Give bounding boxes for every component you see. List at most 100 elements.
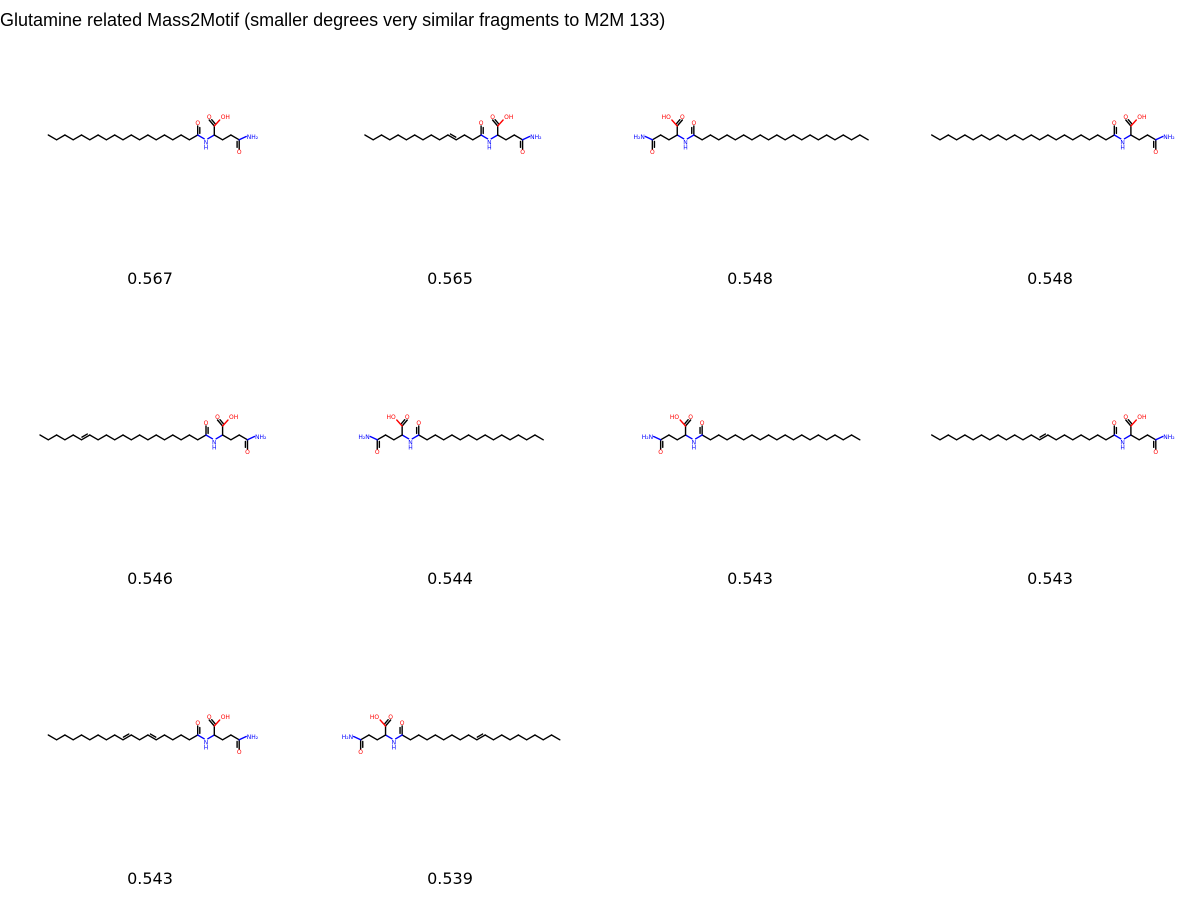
chain-bond: [430, 134, 441, 141]
side-chain-bond: [213, 134, 224, 141]
chain-bond: [114, 734, 124, 741]
amide-cn-bond: [205, 434, 214, 440]
chain-bond: [97, 734, 108, 741]
chain-bond: [1063, 134, 1074, 141]
oxygen-label: O: [520, 149, 525, 156]
chain-bond: [163, 734, 174, 741]
chain-bond: [701, 134, 712, 141]
chain-bond: [163, 134, 174, 141]
chain-bond: [89, 134, 99, 141]
amide-nca-bond: [490, 134, 499, 140]
oxygen-label: O: [207, 714, 212, 721]
hydrogen-label: H: [212, 444, 217, 451]
oxygen-label: O: [245, 449, 250, 456]
chain-bond: [105, 434, 116, 441]
chain-bond: [784, 434, 795, 441]
chain-bond: [1022, 434, 1033, 441]
carboxyl-double-bond-second: [494, 119, 500, 125]
chain-bond: [709, 134, 720, 141]
chain-bond: [467, 734, 478, 741]
hydrogen-label: H: [408, 444, 413, 451]
chain-bond: [751, 434, 761, 441]
chain-bond: [72, 734, 83, 741]
chain-bond: [1105, 434, 1116, 441]
atom-labels: O NH O OH O NH₂: [195, 114, 258, 156]
amide-cn-bond: [1113, 434, 1122, 440]
chain-bond: [64, 734, 74, 741]
chain-bond: [517, 434, 528, 441]
chain-double-bond: [147, 734, 157, 741]
similarity-score: 0.543: [1027, 569, 1073, 588]
chain-bond: [180, 434, 191, 441]
molecule-cell: O N H O OH O NH₂ 0.546: [0, 300, 300, 600]
chain-bond: [767, 134, 778, 141]
carboxyl-double-bond: [684, 419, 692, 427]
carboxyl-oh-bond: [396, 419, 403, 427]
chain-bond: [759, 434, 770, 441]
side-chain-bond: [1130, 434, 1140, 441]
carboxyl-double-bond: [491, 119, 499, 127]
oxygen-label: O: [416, 420, 421, 427]
chain-bond: [47, 134, 58, 141]
side-chain-bond: [668, 134, 678, 141]
amine-label: H₂N: [342, 734, 353, 741]
oxygen-label: O: [405, 414, 410, 421]
hydroxyl-label: OH: [221, 714, 230, 721]
amide-cn-bond: [394, 734, 403, 740]
chain-bond: [825, 434, 836, 441]
hydroxyl-label: HO: [662, 114, 672, 121]
chain-bond: [172, 434, 182, 441]
chain-bond: [801, 134, 811, 141]
hydrogen-label: H: [204, 744, 209, 751]
chain-bond: [372, 134, 383, 141]
chain-bond: [1055, 434, 1066, 441]
amine-label: NH₂: [1163, 134, 1175, 141]
hydroxyl-label: HO: [387, 414, 397, 421]
side-amide-cn-bond: [1155, 135, 1164, 141]
chain-bond: [97, 434, 108, 441]
chain-double-bond-second: [81, 433, 88, 438]
carboxyl-double-bond-second: [384, 719, 389, 725]
amide-nca-bond: [1123, 434, 1132, 440]
chain-bond: [476, 434, 486, 441]
molecule-structure: [644, 119, 869, 150]
chain-bond: [434, 434, 445, 441]
chain-bond: [180, 734, 191, 741]
amide-nca-bond: [207, 734, 216, 740]
chain-bond: [180, 134, 191, 141]
chain-bond: [484, 434, 495, 441]
similarity-score: 0.544: [427, 569, 473, 588]
chain-bond: [834, 134, 844, 141]
similarity-score: 0.539: [427, 869, 473, 888]
chain-bond: [1072, 134, 1082, 141]
chain-bond: [751, 134, 761, 141]
chain-bond: [955, 134, 966, 141]
chain-bond: [997, 134, 1008, 141]
chain-bond: [405, 134, 416, 141]
chain-bond: [455, 134, 466, 141]
hydrogen-label: H: [487, 144, 492, 151]
nitrogen-label: N: [692, 439, 697, 446]
atom-labels: O NH O OH O NH₂: [195, 714, 258, 756]
side-chain-bond: [513, 134, 524, 141]
chain-bond: [734, 134, 745, 141]
chain-bond: [817, 434, 828, 441]
chain-bond: [1014, 434, 1024, 441]
chain-bond: [964, 434, 974, 441]
side-amide-cn-bond: [644, 135, 654, 141]
chain-bond: [414, 134, 424, 141]
chain-double-bond-second: [449, 133, 457, 138]
chain-bond: [1105, 134, 1116, 141]
oxygen-label: O: [691, 120, 696, 127]
side-chain-bond: [393, 434, 403, 441]
chain-bond: [767, 434, 778, 441]
amide-cn-bond: [197, 134, 205, 140]
chain-bond: [501, 434, 511, 441]
chain-bond: [155, 734, 166, 741]
chain-bond: [742, 434, 753, 441]
molecule-group: O NH O OH O NH₂: [930, 414, 1175, 456]
oxygen-label: O: [658, 449, 663, 456]
